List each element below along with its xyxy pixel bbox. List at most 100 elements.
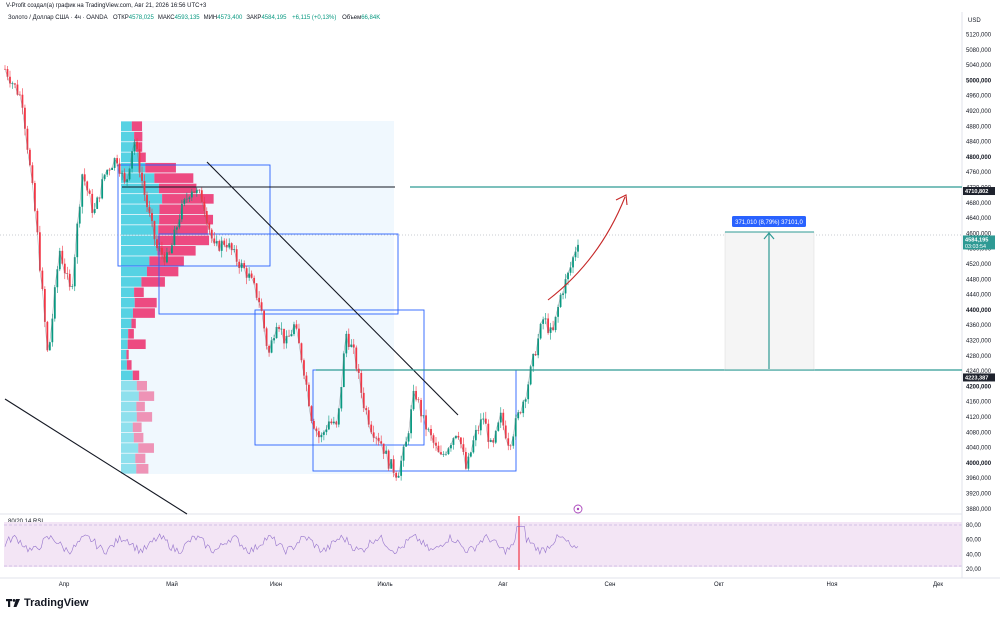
candle-body <box>355 347 358 369</box>
candle-body <box>53 287 56 319</box>
symbol-name[interactable]: Золото / Доллар США · 4ч · OANDA <box>8 15 108 21</box>
candle-body <box>320 434 323 438</box>
candle-body <box>41 270 44 290</box>
volume-profile-down <box>162 194 214 204</box>
volume-profile-down <box>157 245 196 256</box>
forecast-arrow[interactable] <box>547 196 626 301</box>
candle-body <box>430 428 432 436</box>
volume-profile-down <box>132 422 142 433</box>
candle-body <box>188 197 191 199</box>
candle-body <box>517 412 520 419</box>
candle-body <box>340 387 343 409</box>
time-tick-label: Ноя <box>827 582 838 588</box>
candle-body <box>153 221 156 240</box>
candle-body <box>76 223 79 258</box>
price-tick-label: 4080,000 <box>966 430 992 436</box>
candle-body <box>425 415 427 430</box>
candle-body <box>235 249 238 262</box>
candle-body <box>382 443 385 454</box>
volume-profile-down <box>159 214 214 225</box>
candle-body <box>205 210 208 224</box>
candle-body <box>405 441 407 447</box>
candle-body <box>245 268 248 278</box>
candle-body <box>118 163 121 174</box>
candle-body <box>275 326 278 339</box>
candle-body <box>537 338 540 356</box>
candle-body <box>310 406 313 421</box>
candle-body <box>173 229 176 246</box>
volume-profile-up <box>121 277 142 287</box>
trendline-descending[interactable] <box>206 161 459 416</box>
author-line: V-Profit создал(а) график на TradingView… <box>6 3 207 9</box>
candle-body <box>440 452 442 455</box>
volume-profile-up <box>121 297 135 308</box>
tradingview-brand[interactable]: TradingView <box>6 597 89 609</box>
candle-body <box>352 344 355 348</box>
time-tick-label: Окт <box>714 582 724 588</box>
volume-profile-up <box>121 131 135 142</box>
candle-body <box>223 240 226 245</box>
candle-body <box>574 251 577 258</box>
volume-profile-up <box>121 256 150 266</box>
candle-body <box>255 283 258 298</box>
price-axis[interactable]: 5120,000 5080,000 5040,000 5000,000 4960,000… <box>966 33 992 513</box>
candle-body <box>263 310 265 329</box>
candle-body <box>285 336 288 344</box>
time-axis[interactable]: Апр Май Июн Июль Авг Сен Окт Ноя Дек <box>59 581 944 588</box>
candle-body <box>303 360 305 376</box>
price-tick-label: 4760,000 <box>966 170 992 176</box>
volume-profile-down <box>134 287 144 298</box>
candle-body <box>141 172 143 182</box>
candle-body <box>56 269 59 288</box>
candle-body <box>524 399 527 402</box>
candle-body <box>43 289 46 322</box>
candle-body <box>66 273 69 274</box>
measure-arrow-head <box>763 232 775 240</box>
candle-body <box>88 190 91 194</box>
candle-body <box>61 250 64 264</box>
price-tick-label: 4240,000 <box>966 369 992 375</box>
candle-body <box>365 408 368 411</box>
candle-body <box>295 324 298 329</box>
candle-body <box>313 420 315 429</box>
candle-body <box>86 181 89 191</box>
candle-body <box>447 448 450 455</box>
candle-body <box>464 451 467 469</box>
event-marker-dot <box>576 507 580 511</box>
candle-body <box>487 423 490 442</box>
candle-body <box>26 128 29 150</box>
candle-body <box>220 240 223 251</box>
trendline-lower[interactable] <box>4 398 188 515</box>
candle-body <box>499 412 502 423</box>
candle-body <box>190 191 193 198</box>
price-path <box>4 69 579 479</box>
volume-profile-up <box>121 245 158 256</box>
candle-body <box>225 244 228 248</box>
candle-body <box>549 327 552 333</box>
candle-body <box>273 338 275 341</box>
candle-body <box>24 107 26 129</box>
candle-body <box>527 384 530 400</box>
candle-body <box>258 297 261 303</box>
volume-profile-up <box>121 464 137 474</box>
candle-body <box>128 168 131 180</box>
candle-body <box>73 257 76 287</box>
rsi-tick-label: 80,00 <box>966 523 982 529</box>
candle-body <box>395 472 398 478</box>
candle-body <box>457 435 460 438</box>
candle-body <box>93 208 96 213</box>
range-box-1[interactable] <box>117 164 271 267</box>
candle-body <box>290 334 293 337</box>
range-box-3[interactable] <box>254 309 425 446</box>
rsi-axis[interactable]: 80,00 60,00 40,00 20,00 <box>966 523 982 573</box>
volume-profile-up <box>121 308 133 318</box>
volume-profile-down <box>128 329 134 339</box>
candle-body <box>91 193 94 213</box>
price-tick-label: 4440,000 <box>966 293 992 299</box>
volume-profile-down <box>135 142 143 152</box>
volume-profile-up <box>121 370 133 381</box>
candle-body <box>29 149 31 166</box>
candle-body <box>400 460 403 476</box>
